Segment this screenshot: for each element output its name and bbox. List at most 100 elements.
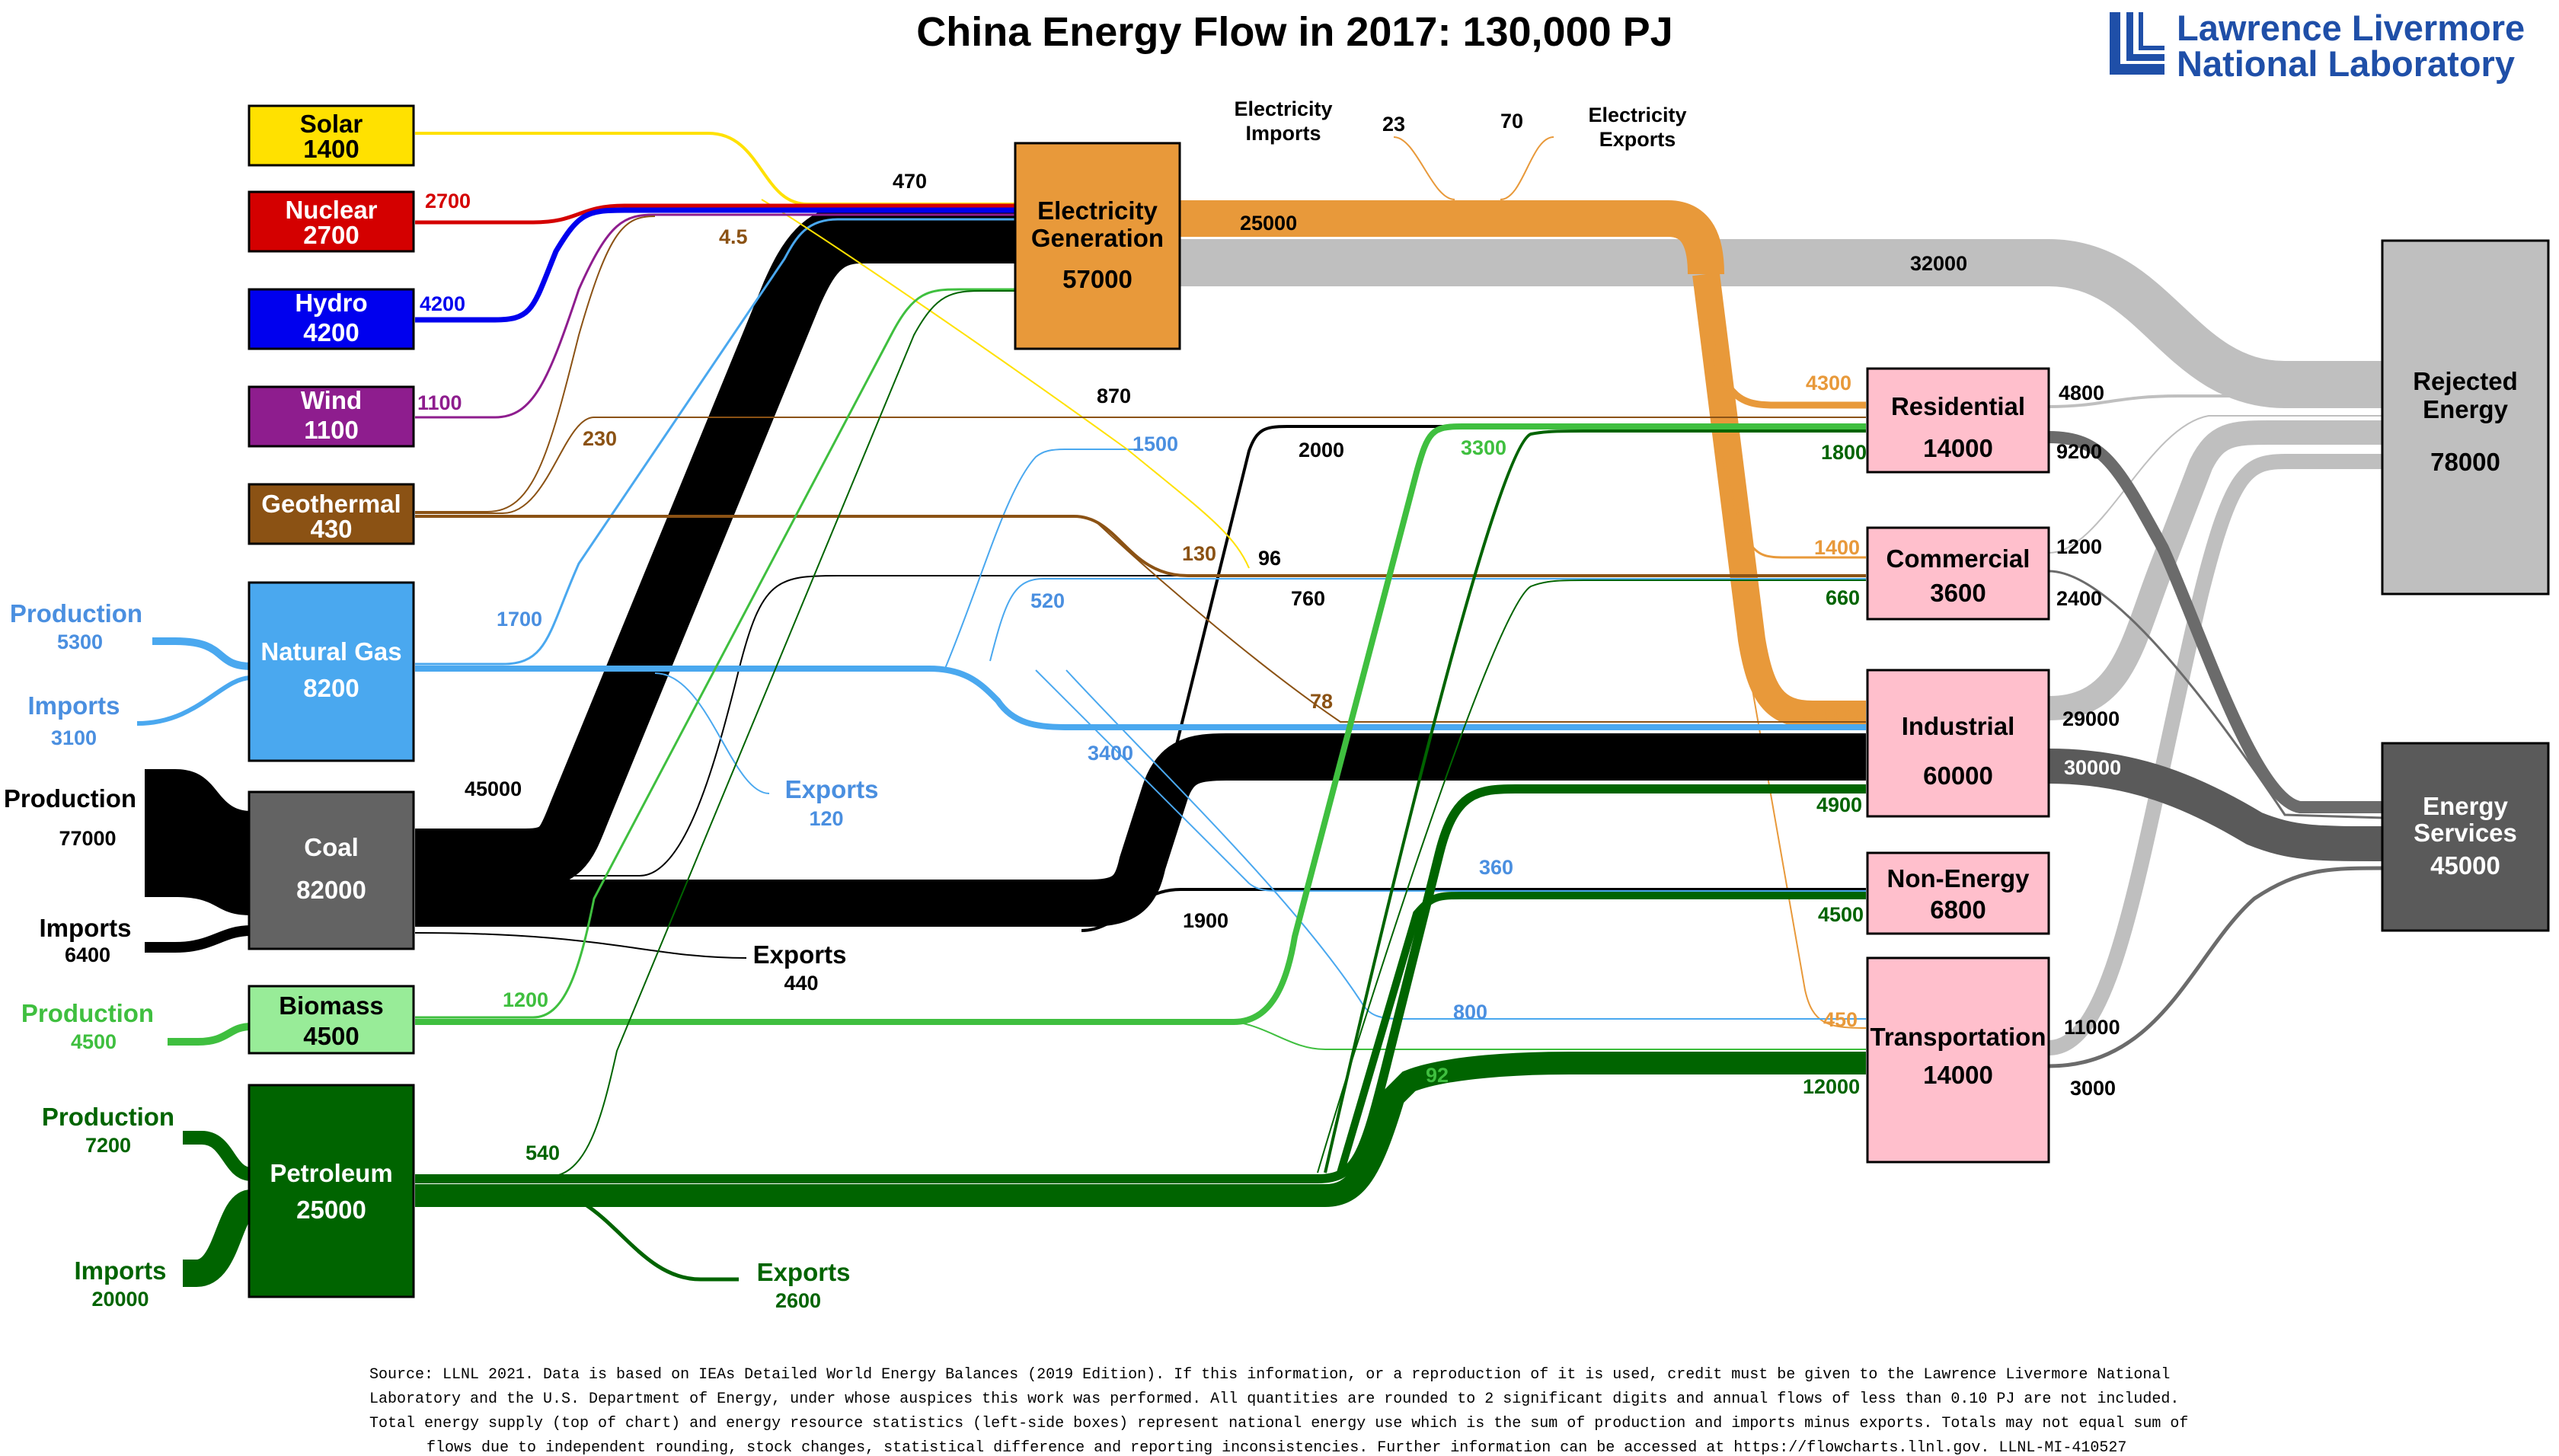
elec-imports-label-2: Imports: [1245, 122, 1321, 145]
box-non-energy-value: 6800: [1930, 896, 1986, 924]
label-bio-res: 3300: [1461, 436, 1506, 459]
box-petroleum-name: Petroleum: [270, 1159, 392, 1187]
flow-elec-exports: [1500, 136, 1554, 200]
label-geo-elec: 4.5: [719, 225, 748, 248]
box-commercial: Commercial 3600: [1866, 526, 2050, 621]
box-electricity-name-2: Generation: [1031, 224, 1164, 252]
box-rejected-name-2: Energy: [2423, 395, 2509, 423]
flow-petro-res: [1324, 429, 1866, 1173]
petro-exports-label: Exports: [757, 1258, 851, 1286]
flows: [136, 132, 2385, 1287]
label-hydro-elec: 4200: [420, 292, 465, 315]
label-geo-ind: 78: [1310, 690, 1333, 713]
label-wind-elec: 1100: [417, 391, 462, 414]
flow-geo-elec: [415, 216, 656, 512]
box-rejected-value: 78000: [2430, 448, 2500, 476]
box-biomass-name: Biomass: [279, 991, 384, 1020]
label-solar-elec: 470: [893, 170, 927, 193]
gas-imports-value: 3100: [51, 726, 97, 749]
box-coal-value: 82000: [296, 876, 366, 904]
label-com-rejected: 1200: [2056, 535, 2102, 558]
flow-geo-ind: [1096, 522, 1866, 723]
coal-imports-label: Imports: [39, 914, 131, 942]
box-hydro-value: 4200: [303, 318, 359, 346]
box-rejected-name-1: Rejected: [2413, 367, 2518, 395]
gas-imports-label: Imports: [27, 691, 120, 720]
box-transportation-name: Transportation: [1870, 1023, 2046, 1051]
box-electricity-generation: Electricity Generation 57000: [1014, 142, 1181, 350]
flow-bio-elec: [415, 288, 1017, 1019]
box-natural-gas: Natural Gas 8200: [248, 581, 415, 762]
flow-res-services: [2048, 431, 2384, 813]
flow-petro-exports: [415, 1186, 739, 1282]
box-wind-value: 1100: [304, 416, 359, 444]
box-industrial: Industrial 60000: [1866, 669, 2050, 818]
label-petro-com: 660: [1826, 586, 1860, 609]
logo-line-2: National Laboratory: [2177, 43, 2515, 84]
label-petro-res: 1800: [1821, 441, 1867, 464]
box-wind: Wind 1100: [248, 385, 415, 448]
gas-exports-label: Exports: [785, 775, 879, 803]
label-bio-trans: 92: [1426, 1064, 1449, 1087]
label-com-services: 2400: [2056, 587, 2102, 610]
coal-imports-value: 6400: [65, 944, 110, 966]
petro-production-label: Production: [42, 1103, 174, 1131]
label-elec-rejected: 32000: [1910, 252, 1967, 275]
elec-exports-value: 70: [1500, 110, 1523, 133]
flow-coal-imports: [145, 925, 252, 953]
label-coal-ind: 32000: [1794, 746, 1851, 769]
biomass-production-value: 4500: [71, 1030, 117, 1053]
label-coal-nonen: 1900: [1183, 909, 1228, 932]
box-nuclear: Nuclear 2700: [248, 190, 415, 253]
flow-coal-production: [145, 769, 251, 915]
flow-elec-use: [1180, 200, 1724, 275]
flow-bio-trans: [1218, 1020, 1866, 1050]
label-gas-trans: 800: [1453, 1001, 1487, 1023]
biomass-production-label: Production: [21, 999, 154, 1027]
box-nuclear-name: Nuclear: [285, 196, 377, 224]
coal-exports-label: Exports: [753, 940, 847, 969]
box-rejected-energy: Rejected Energy 78000: [2381, 239, 2550, 595]
box-services-name-1: Energy: [2423, 792, 2509, 820]
flow-petro-main: [415, 784, 1866, 1183]
footnote-line-3: Total energy supply (top of chart) and e…: [369, 1415, 2188, 1432]
flow-elec-trans: [1751, 685, 1867, 1029]
box-coal: Coal 82000: [248, 790, 415, 950]
box-commercial-value: 3600: [1930, 579, 1986, 607]
flow-elec-com: [1721, 456, 1866, 559]
flow-geo-main: [415, 515, 1866, 577]
label-gas-elec: 1700: [497, 608, 542, 631]
label-trans-services: 3000: [2070, 1077, 2116, 1100]
box-petroleum: Petroleum 25000: [248, 1084, 415, 1298]
gas-production-value: 5300: [57, 631, 103, 653]
box-biomass: Biomass 4500: [248, 985, 415, 1055]
box-services-value: 45000: [2430, 851, 2500, 880]
box-electricity-name-1: Electricity: [1037, 196, 1158, 225]
flow-gas-imports: [136, 675, 252, 726]
box-geothermal-value: 430: [310, 515, 352, 543]
footnote-line-2: Laboratory and the U.S. Department of En…: [369, 1391, 2179, 1408]
flow-trans-services: [2048, 866, 2385, 1068]
box-solar-name: Solar: [300, 110, 363, 138]
box-energy-services: Energy Services 45000: [2381, 742, 2550, 932]
box-geothermal: Geothermal 430: [248, 483, 415, 545]
box-hydro: Hydro 4200: [248, 288, 415, 350]
box-residential-name: Residential: [1891, 392, 2025, 420]
label-petro-trans: 12000: [1803, 1075, 1860, 1098]
flow-solar-elec: [415, 132, 1017, 206]
label-solar-res: 870: [1097, 385, 1131, 407]
label-geo-com: 130: [1182, 542, 1216, 565]
flow-elec-imports: [1393, 136, 1455, 200]
box-services-name-2: Services: [2414, 819, 2517, 847]
label-solar-com: 96: [1258, 547, 1281, 570]
label-coal-elec: 45000: [465, 777, 522, 800]
flow-coal-com: [415, 575, 1866, 876]
llnl-logo-mark: [2110, 12, 2120, 75]
flow-elec-rejected: [1180, 239, 2384, 408]
gas-exports-value: 120: [809, 807, 843, 830]
llnl-logo: Lawrence Livermore National Laboratory: [2110, 8, 2525, 84]
flow-com-services: [2048, 570, 2385, 819]
box-transportation: Transportation 14000: [1866, 956, 2050, 1164]
label-elec-trans: 450: [1823, 1008, 1858, 1031]
